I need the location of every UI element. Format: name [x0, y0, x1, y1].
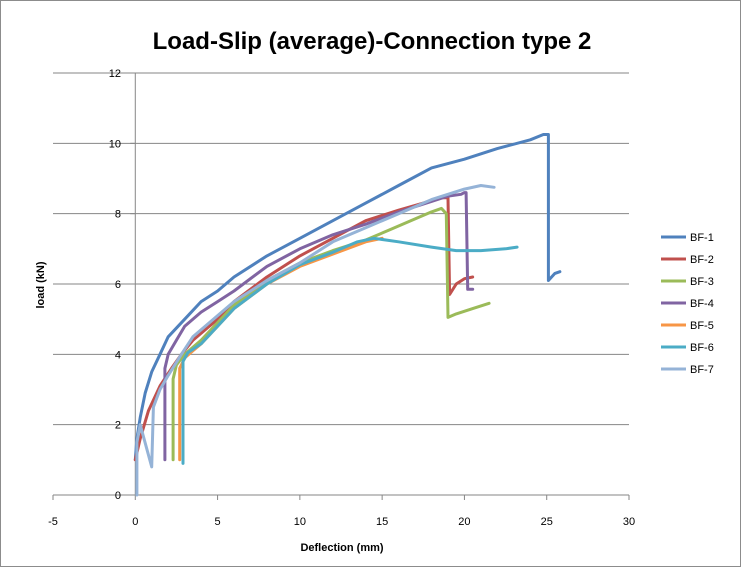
legend-label: BF-6 [690, 342, 714, 354]
x-tick-label: -5 [48, 516, 58, 528]
chart-title: Load-Slip (average)-Connection type 2 [153, 28, 592, 55]
legend-label: BF-4 [690, 298, 714, 310]
legend-label: BF-3 [690, 276, 714, 288]
x-tick-label: 0 [132, 516, 138, 528]
legend-label: BF-2 [690, 254, 714, 266]
x-tick-label: 30 [623, 516, 635, 528]
x-tick-label: 15 [376, 516, 388, 528]
y-tick-label: 2 [115, 420, 121, 432]
x-tick-label: 20 [458, 516, 470, 528]
series-line-bf-7 [135, 184, 496, 497]
plot-area [133, 133, 562, 497]
y-tick-label: 0 [115, 490, 121, 502]
series-line-bf-6 [181, 236, 519, 465]
legend-label: BF-1 [690, 232, 714, 244]
y-axis-label: load (kN) [35, 261, 47, 308]
x-tick-label: 10 [294, 516, 306, 528]
axes [52, 72, 630, 500]
legend-label: BF-7 [690, 364, 714, 376]
legend: BF-1 BF-2 BF-3 BF-4 BF-5 BF-6 BF-7 [661, 232, 714, 376]
y-tick-labels: 0 2 4 6 8 10 12 [109, 68, 121, 502]
y-tick-label: 6 [115, 279, 121, 291]
x-axis-label: Deflection (mm) [300, 542, 383, 554]
series-line-bf-1 [133, 133, 562, 462]
legend-label: BF-5 [690, 320, 714, 332]
series-line-bf-3 [171, 206, 491, 462]
y-tick-label: 4 [115, 349, 121, 361]
y-tick-label: 12 [109, 68, 121, 80]
x-tick-label: 25 [541, 516, 553, 528]
gridlines [53, 72, 629, 426]
series-line-bf-4 [163, 191, 475, 462]
y-tick-label: 10 [109, 138, 121, 150]
x-tick-label: 5 [215, 516, 221, 528]
x-tick-labels: -5 0 5 10 15 20 25 30 [48, 516, 635, 528]
y-tick-label: 8 [115, 209, 121, 221]
